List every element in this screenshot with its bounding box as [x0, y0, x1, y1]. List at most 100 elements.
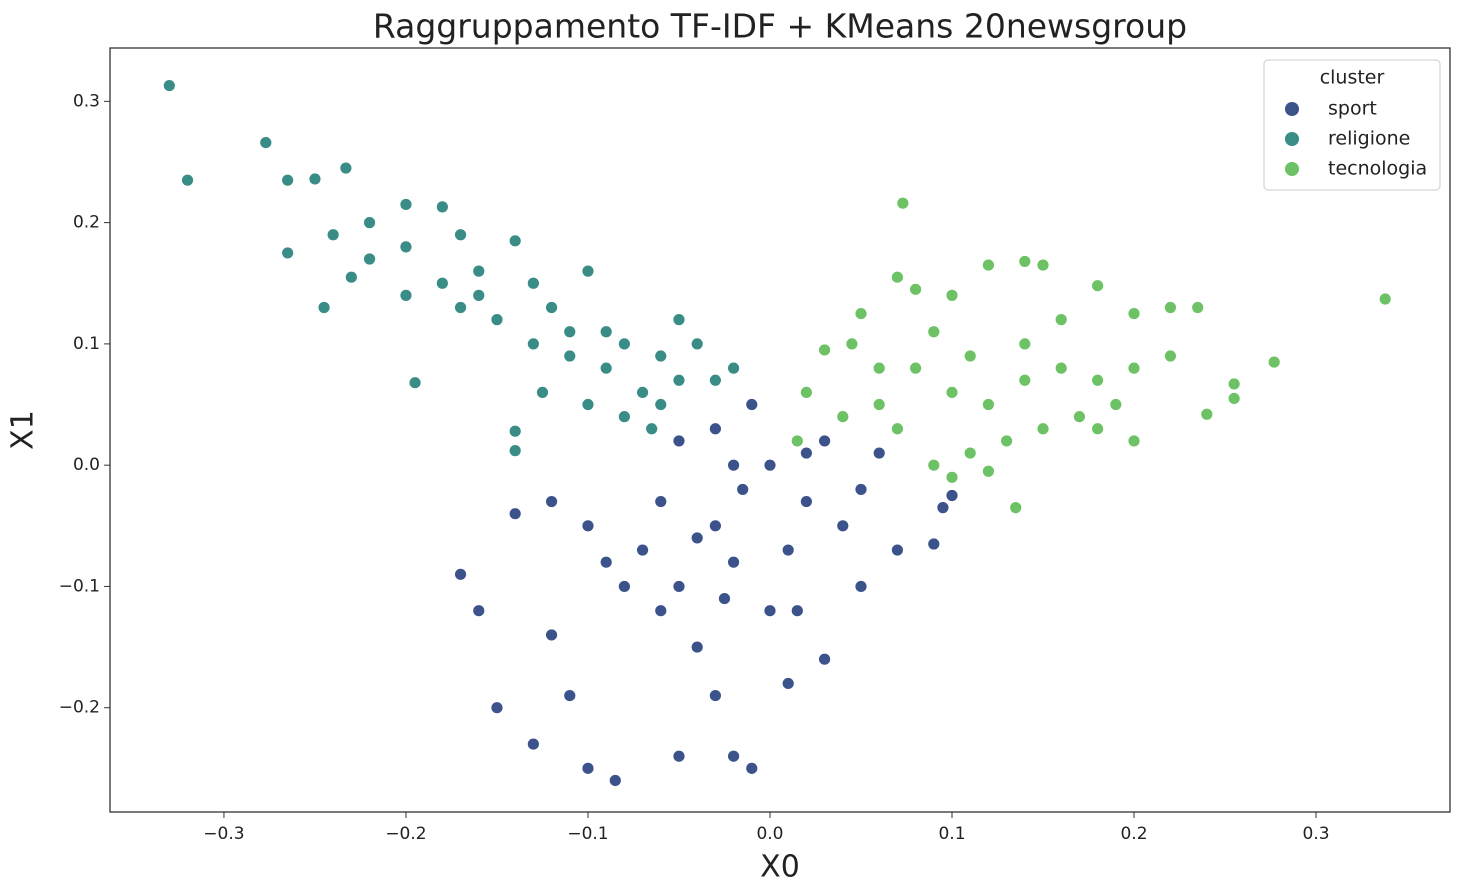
point — [599, 361, 613, 375]
point — [617, 410, 631, 424]
x-tick-label: 0.3 — [1303, 824, 1330, 844]
point — [936, 501, 950, 515]
point — [508, 424, 522, 438]
point — [599, 325, 613, 339]
point — [617, 337, 631, 351]
point — [1191, 301, 1205, 314]
point — [508, 234, 522, 248]
point — [490, 313, 504, 327]
point — [1127, 307, 1141, 320]
point — [654, 604, 668, 618]
point — [690, 640, 704, 654]
point — [526, 337, 540, 351]
point — [690, 531, 704, 545]
legend-title: cluster — [1320, 67, 1385, 89]
point — [526, 737, 540, 751]
legend-marker — [1285, 132, 1299, 146]
point — [727, 749, 740, 763]
point — [891, 543, 904, 557]
point — [308, 172, 322, 186]
y-tick-label: 0.3 — [73, 91, 100, 111]
point — [617, 580, 631, 593]
point — [927, 325, 941, 339]
point — [526, 276, 540, 290]
point — [872, 361, 886, 375]
point — [1227, 377, 1241, 391]
point — [672, 434, 686, 448]
point — [1127, 361, 1141, 375]
point — [536, 386, 549, 399]
point — [1127, 434, 1141, 448]
point — [708, 689, 722, 702]
point — [982, 258, 995, 272]
point — [927, 458, 941, 472]
point — [845, 337, 859, 351]
point — [563, 325, 577, 339]
point — [281, 173, 295, 187]
point — [790, 434, 804, 448]
point — [1109, 398, 1123, 411]
chart-title: Raggruppamento TF-IDF + KMeans 20newsgro… — [373, 7, 1187, 46]
point — [1036, 258, 1050, 272]
point — [1054, 313, 1068, 327]
point — [472, 604, 486, 618]
point — [1073, 410, 1086, 424]
point — [909, 282, 923, 296]
point — [1200, 407, 1214, 421]
point — [727, 361, 740, 375]
point — [672, 373, 686, 387]
plot-frame — [109, 47, 1451, 813]
point — [363, 216, 376, 230]
point — [636, 386, 649, 399]
point — [563, 349, 577, 363]
point — [872, 398, 886, 411]
point — [1091, 422, 1105, 436]
point — [1227, 392, 1241, 405]
point — [435, 200, 449, 214]
point — [945, 288, 959, 302]
point — [745, 761, 759, 775]
y-tick-label: 0.2 — [73, 213, 100, 233]
point — [545, 495, 558, 508]
point — [399, 240, 413, 254]
point — [1267, 355, 1281, 369]
point — [708, 519, 722, 533]
legend-marker — [1285, 162, 1299, 176]
point — [326, 228, 340, 242]
x-tick-label: 0.0 — [756, 824, 783, 844]
point — [1164, 301, 1177, 314]
point — [781, 543, 795, 557]
point — [1036, 422, 1050, 436]
point — [891, 270, 904, 284]
point — [799, 495, 813, 508]
point — [399, 288, 413, 302]
x-tick-label: −0.3 — [203, 824, 244, 844]
point — [672, 580, 686, 593]
legend-box — [1263, 59, 1441, 191]
point — [508, 507, 522, 521]
point — [408, 376, 422, 390]
point — [608, 774, 622, 787]
point — [799, 446, 813, 460]
point — [654, 398, 668, 411]
point — [1018, 255, 1032, 268]
y-tick-label: 0.0 — [73, 455, 100, 475]
point — [854, 307, 868, 320]
point — [472, 264, 486, 278]
point — [763, 604, 777, 618]
point — [727, 555, 740, 569]
legend-label: religione — [1328, 128, 1410, 150]
point — [581, 519, 595, 533]
point — [454, 301, 467, 314]
point — [672, 749, 686, 763]
point — [854, 580, 868, 593]
point — [654, 495, 668, 508]
point — [490, 701, 504, 715]
point — [1018, 373, 1032, 387]
point — [545, 628, 558, 642]
legend-label: sport — [1328, 98, 1377, 120]
x-tick-label: 0.1 — [938, 824, 965, 844]
point — [763, 458, 777, 472]
point — [344, 270, 358, 284]
point — [1054, 361, 1068, 375]
